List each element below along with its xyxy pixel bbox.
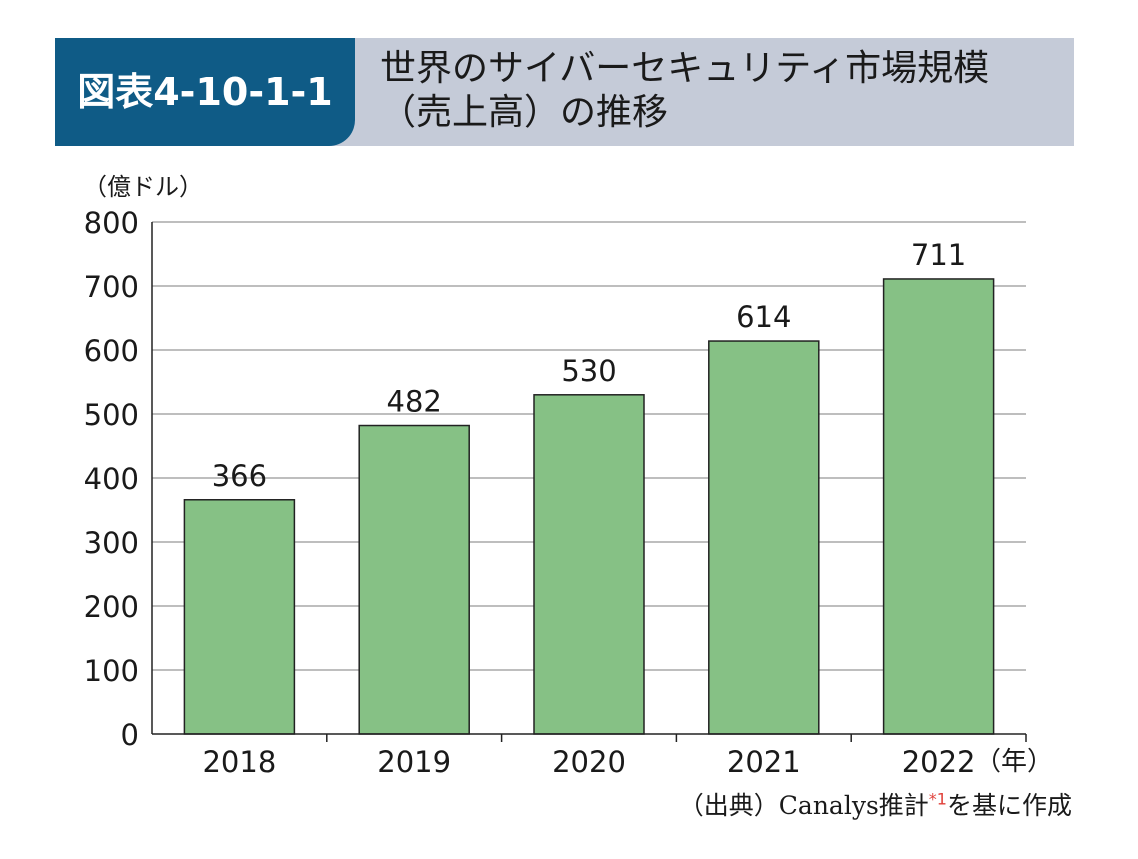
chart-title: 世界のサイバーセキュリティ市場規模 （売上高）の推移 xyxy=(380,47,989,135)
chart-title-line-1: 世界のサイバーセキュリティ市場規模 xyxy=(380,48,990,89)
chart-title-line-2: （売上高）の推移 xyxy=(380,92,669,133)
data-label: 366 xyxy=(212,459,267,493)
y-tick-label: 100 xyxy=(84,654,139,688)
footnote-mark: *1 xyxy=(928,789,947,809)
x-tick-label: 2018 xyxy=(202,745,276,779)
y-tick-label: 0 xyxy=(121,718,139,752)
source-text: （出典）Canalys推計 xyxy=(678,791,929,820)
data-label: 711 xyxy=(911,238,966,272)
y-tick-label: 200 xyxy=(84,590,139,624)
bar-2019 xyxy=(358,424,470,735)
bar-2022 xyxy=(882,278,995,735)
bar-2020 xyxy=(533,394,645,735)
figure-number-badge: 図表4-10-1-1 xyxy=(55,38,355,146)
x-tick-label: 2021 xyxy=(727,745,801,779)
data-label: 614 xyxy=(736,300,791,334)
y-tick-label: 800 xyxy=(84,206,139,240)
y-tick-label: 600 xyxy=(84,334,139,368)
source-note: （出典）Canalys推計*1を基に作成 xyxy=(679,786,1072,822)
bar-2021 xyxy=(708,340,820,735)
data-label: 530 xyxy=(561,354,616,388)
y-tick-label: 700 xyxy=(84,270,139,304)
x-tick-label: 2022 xyxy=(902,745,976,779)
x-tick-label: 2020 xyxy=(552,745,626,779)
y-tick-label: 400 xyxy=(84,462,139,496)
x-axis-title: （年） xyxy=(975,747,1053,777)
bar-2018 xyxy=(183,499,296,735)
y-tick-label: 300 xyxy=(84,526,139,560)
y-tick-label: 500 xyxy=(84,398,139,432)
y-axis-title: （億ドル） xyxy=(83,173,203,201)
chart-header: 図表4-10-1-1 世界のサイバーセキュリティ市場規模 （売上高）の推移 xyxy=(55,38,1074,146)
source-suffix: を基に作成 xyxy=(946,791,1072,820)
data-label: 482 xyxy=(387,385,442,419)
x-tick-label: 2019 xyxy=(377,745,451,779)
